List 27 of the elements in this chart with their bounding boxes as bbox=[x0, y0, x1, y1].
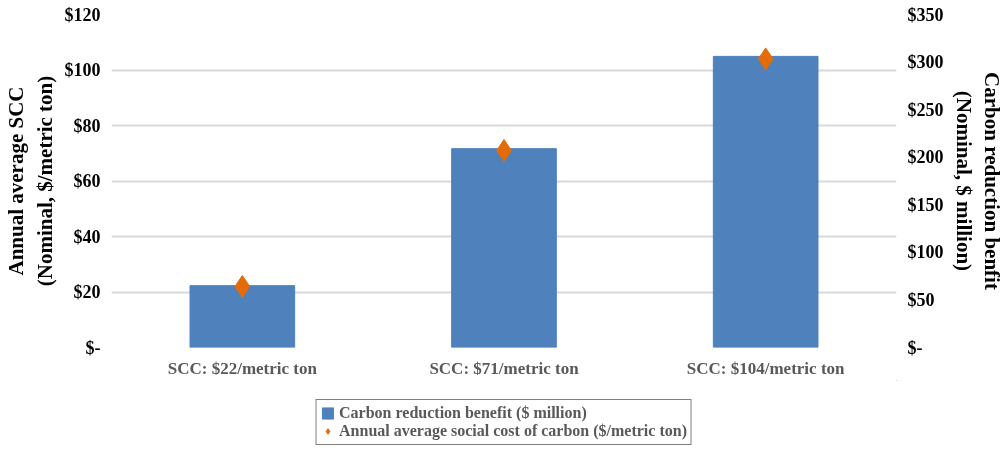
y2-axis-title: Carbon reduction benfit (Nominal, $ million) bbox=[951, 72, 1005, 290]
point bbox=[234, 274, 251, 298]
y2-tick-label: $250 bbox=[907, 99, 944, 120]
legend-label: Carbon reduction benefit ($ million) bbox=[339, 404, 587, 422]
x-tick-label: SCC: $22/metric ton bbox=[167, 358, 318, 378]
y2-tick-label: $50 bbox=[907, 289, 935, 310]
legend-label: Annual average social cost of carbon ($/metric ton) bbox=[339, 422, 687, 440]
x-tick-label: SCC: $71/metric ton bbox=[429, 358, 580, 378]
y2-tick-label: $350 bbox=[907, 4, 944, 25]
bar bbox=[712, 55, 819, 348]
point bbox=[757, 47, 774, 71]
y-tick-label: $20 bbox=[73, 282, 101, 302]
y-tick-label: $80 bbox=[73, 115, 101, 136]
y-tick-label: $120 bbox=[64, 4, 101, 25]
y-tick-label: $40 bbox=[73, 226, 101, 247]
y-tick-label: $60 bbox=[73, 171, 101, 191]
y2-tick-label: $- bbox=[907, 337, 923, 358]
y2-tick-label: $100 bbox=[907, 242, 944, 263]
y2-tick-label: $300 bbox=[907, 52, 944, 73]
x-tick-label: SCC: $104/metric ton bbox=[686, 358, 846, 378]
y-tick-label: $- bbox=[85, 337, 101, 358]
y-axis-title: Annual average SCC (Nominal, $/metric ton) bbox=[3, 75, 57, 287]
bar bbox=[189, 285, 296, 348]
y2-tick-label: $150 bbox=[907, 194, 944, 215]
y-tick-label: $100 bbox=[64, 60, 101, 80]
bar bbox=[451, 148, 557, 348]
y2-tick-label: $200 bbox=[907, 147, 944, 168]
